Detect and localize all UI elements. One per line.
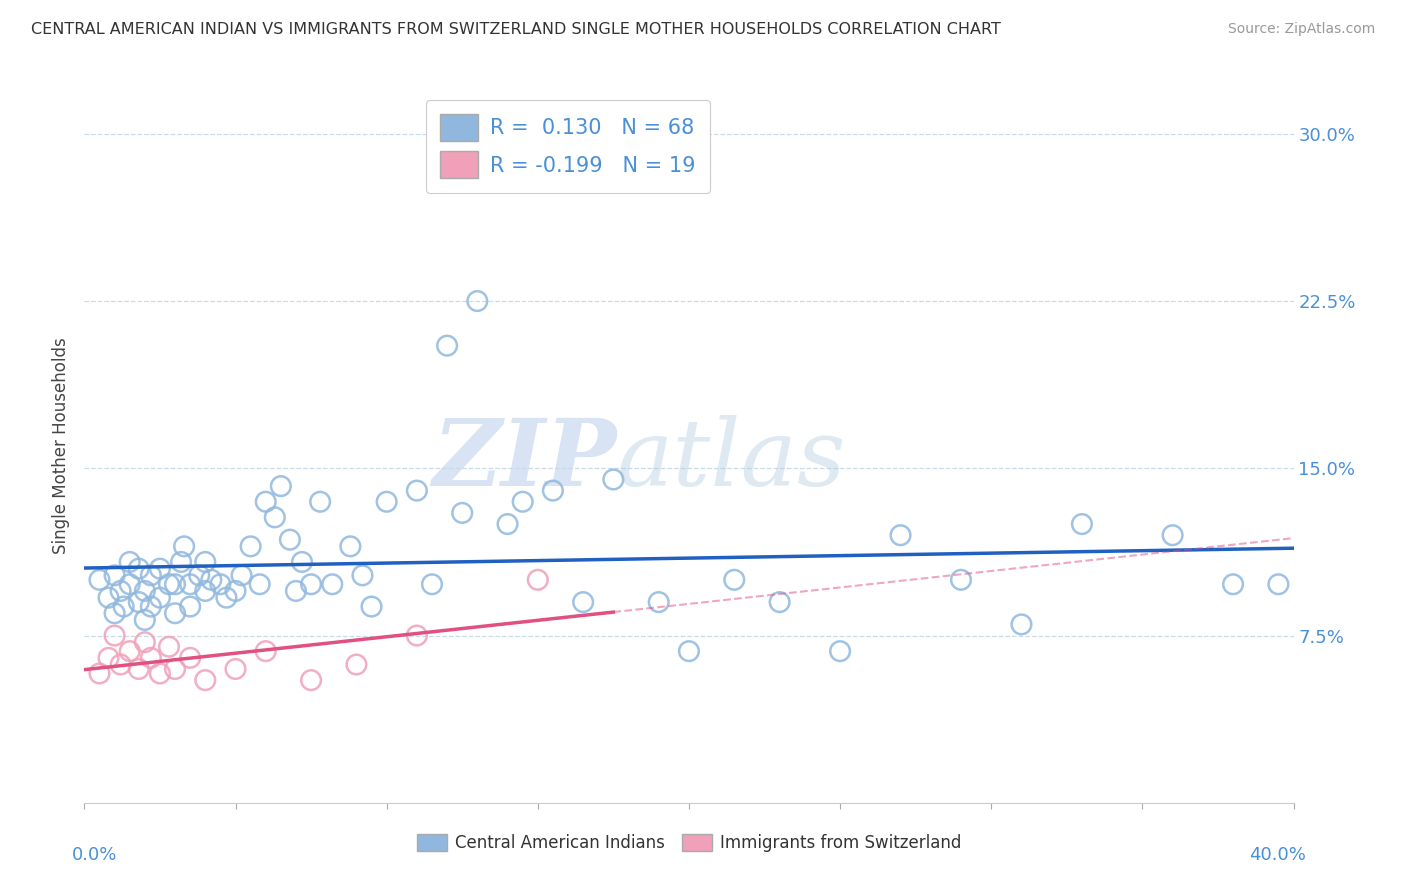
Point [209, 577, 232, 591]
Point [321, 577, 343, 591]
Point [723, 573, 745, 587]
Point [1011, 617, 1033, 632]
Point [104, 568, 127, 582]
Point [572, 595, 595, 609]
Point [263, 510, 285, 524]
Text: 0.0%: 0.0% [72, 846, 118, 863]
Point [291, 555, 314, 569]
Y-axis label: Single Mother Households: Single Mother Households [52, 338, 70, 554]
Point [602, 473, 624, 487]
Point [648, 595, 671, 609]
Point [149, 591, 172, 605]
Point [157, 640, 180, 654]
Point [118, 577, 141, 591]
Point [118, 555, 141, 569]
Point [254, 644, 277, 658]
Point [157, 577, 180, 591]
Point [375, 494, 398, 508]
Point [769, 595, 792, 609]
Point [299, 577, 322, 591]
Text: atlas: atlas [616, 416, 846, 505]
Point [165, 577, 187, 591]
Point [134, 583, 156, 598]
Point [200, 573, 222, 587]
Point [451, 506, 474, 520]
Point [1161, 528, 1184, 542]
Point [97, 651, 120, 665]
Point [225, 662, 247, 676]
Text: CENTRAL AMERICAN INDIAN VS IMMIGRANTS FROM SWITZERLAND SINGLE MOTHER HOUSEHOLDS : CENTRAL AMERICAN INDIAN VS IMMIGRANTS FR… [31, 22, 1001, 37]
Point [225, 583, 247, 598]
Text: Source: ZipAtlas.com: Source: ZipAtlas.com [1227, 22, 1375, 37]
Point [149, 562, 172, 576]
Point [890, 528, 912, 542]
Point [179, 577, 201, 591]
Point [194, 555, 217, 569]
Point [346, 657, 368, 672]
Point [179, 599, 201, 614]
Point [139, 651, 162, 665]
Point [188, 568, 211, 582]
Point [179, 651, 201, 665]
Point [97, 591, 120, 605]
Point [309, 494, 332, 508]
Point [830, 644, 852, 658]
Point [1071, 516, 1094, 531]
Point [1267, 577, 1289, 591]
Point [420, 577, 443, 591]
Point [231, 568, 253, 582]
Point [134, 613, 156, 627]
Point [270, 479, 292, 493]
Point [239, 539, 262, 553]
Point [352, 568, 374, 582]
Point [194, 583, 217, 598]
Point [128, 595, 150, 609]
Point [165, 607, 187, 621]
Point [170, 555, 193, 569]
Point [104, 628, 127, 642]
Point [118, 644, 141, 658]
Point [285, 583, 308, 598]
Point [110, 657, 132, 672]
Point [139, 568, 162, 582]
Point [89, 573, 111, 587]
Point [215, 591, 238, 605]
Point [128, 562, 150, 576]
Point [112, 599, 135, 614]
Point [194, 673, 217, 687]
Text: 40.0%: 40.0% [1249, 846, 1306, 863]
Point [678, 644, 700, 658]
Point [173, 539, 195, 553]
Point [496, 516, 519, 531]
Point [278, 533, 301, 547]
Point [360, 599, 382, 614]
Point [339, 539, 361, 553]
Point [950, 573, 973, 587]
Point [139, 599, 162, 614]
Point [249, 577, 271, 591]
Point [110, 583, 132, 598]
Point [436, 338, 458, 352]
Point [134, 635, 156, 649]
Legend: Central American Indians, Immigrants from Switzerland: Central American Indians, Immigrants fro… [411, 827, 967, 859]
Point [165, 662, 187, 676]
Point [467, 293, 489, 308]
Point [149, 666, 172, 681]
Point [89, 666, 111, 681]
Point [541, 483, 564, 498]
Point [254, 494, 277, 508]
Point [406, 628, 429, 642]
Point [406, 483, 429, 498]
Point [1222, 577, 1244, 591]
Point [527, 573, 550, 587]
Point [104, 607, 127, 621]
Text: ZIP: ZIP [432, 416, 616, 505]
Point [128, 662, 150, 676]
Point [299, 673, 322, 687]
Point [512, 494, 534, 508]
